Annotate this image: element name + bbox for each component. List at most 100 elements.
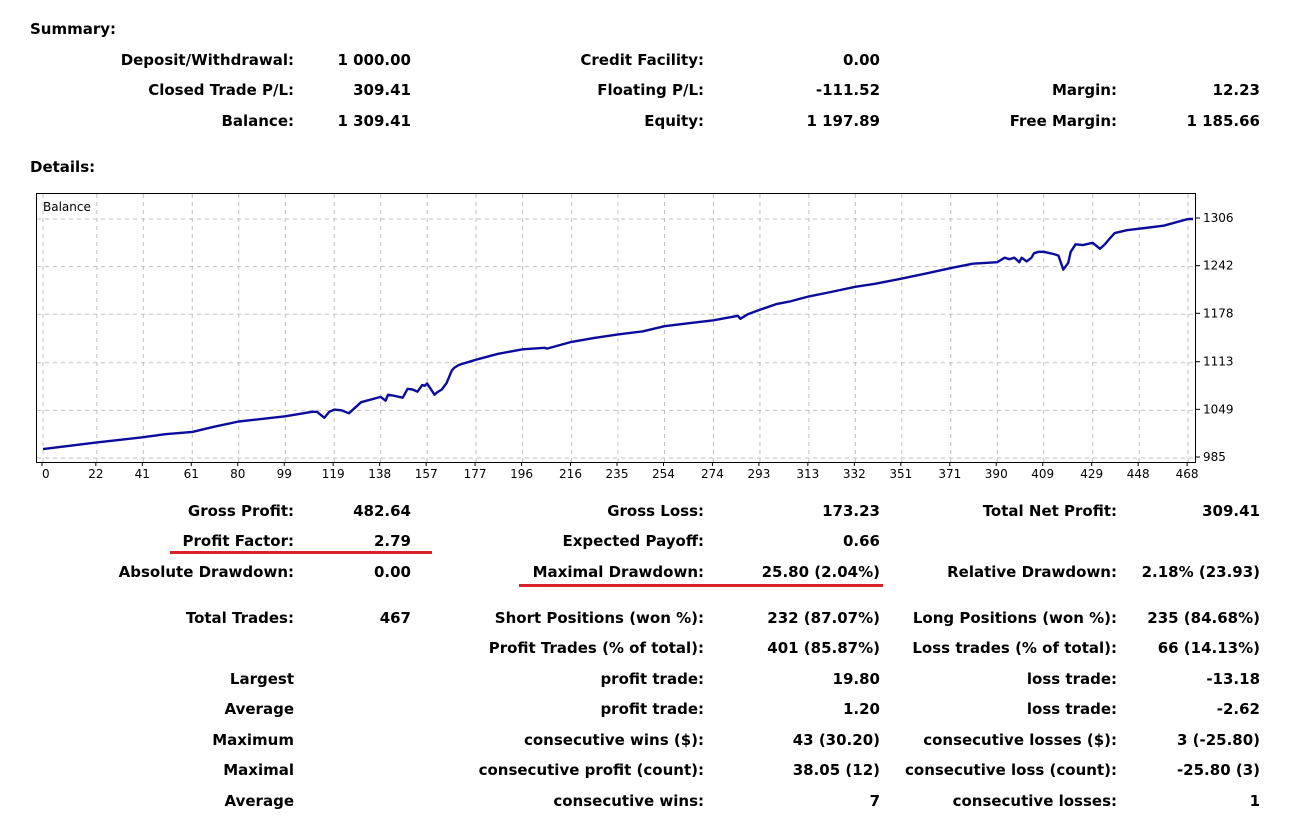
x-axis-tick-label: 332 [843, 467, 866, 481]
maximal-consecutive-profit-value: 38.05 (12) [792, 761, 880, 779]
x-axis-tick-label: 196 [510, 467, 533, 481]
largest-profit-trade-value: 19.80 [832, 670, 880, 688]
max-consecutive-losses-label: consecutive losses ($): [923, 731, 1117, 749]
y-axis-tick-label: 1113 [1203, 355, 1234, 369]
relative-drawdown-label: Relative Drawdown: [947, 563, 1117, 581]
average-consecutive-wins-label: consecutive wins: [553, 792, 704, 810]
y-axis-tick-label: 985 [1203, 450, 1226, 464]
y-axis-tick-label: 1306 [1203, 211, 1234, 225]
expected-payoff-value: 0.66 [842, 532, 880, 550]
profit-factor-underline [170, 551, 432, 554]
gross-loss-label: Gross Loss: [607, 502, 704, 520]
chart-grid [37, 194, 1197, 464]
gross-loss-value: 173.23 [822, 502, 880, 520]
x-axis-tick-label: 235 [606, 467, 629, 481]
free-margin-value: 1 185.66 [1186, 112, 1260, 130]
floating-pl-label: Floating P/L: [597, 81, 704, 99]
floating-pl-value: -111.52 [815, 81, 880, 99]
average-consecutive-losses-label: consecutive losses: [952, 792, 1117, 810]
relative-drawdown-value: 2.18% (23.93) [1141, 563, 1260, 581]
largest-loss-trade-value: -13.18 [1206, 670, 1260, 688]
y-axis-tick-label: 1049 [1203, 402, 1234, 416]
maximal-consecutive-loss-value: -25.80 (3) [1176, 761, 1260, 779]
x-axis-tick-label: 293 [747, 467, 770, 481]
profit-factor-value: 2.79 [373, 532, 411, 550]
absolute-drawdown-label: Absolute Drawdown: [118, 563, 294, 581]
y-axis: 985 1049 1113 1178 1242 1306 [1196, 211, 1234, 464]
x-axis-tick-label: 177 [464, 467, 487, 481]
x-axis-tick-label: 80 [230, 467, 245, 481]
max-consecutive-losses-value: 3 (-25.80) [1176, 731, 1260, 749]
profit-factor-label: Profit Factor: [182, 532, 294, 550]
average-consecutive-losses-value: 1 [1249, 792, 1260, 810]
summary-title: Summary: [30, 20, 117, 38]
x-axis-tick-label: 41 [135, 467, 150, 481]
expected-payoff-label: Expected Payoff: [562, 532, 704, 550]
x-axis-tick-label: 99 [277, 467, 292, 481]
total-trades-label: Total Trades: [185, 609, 294, 627]
x-axis-tick-label: 138 [368, 467, 391, 481]
max-consecutive-wins-label: consecutive wins ($): [523, 731, 704, 749]
equity-label: Equity: [644, 112, 704, 130]
maximal-drawdown-label: Maximal Drawdown: [532, 563, 704, 581]
margin-label: Margin: [1051, 81, 1117, 99]
long-positions-label: Long Positions (won %): [912, 609, 1117, 627]
credit-facility-label: Credit Facility: [580, 51, 704, 69]
average-profit-trade-value: 1.20 [842, 700, 880, 718]
maximal-consecutive-profit-label: consecutive profit (count): [478, 761, 704, 779]
margin-value: 12.23 [1212, 81, 1260, 99]
x-axis-tick-label: 216 [559, 467, 582, 481]
x-axis-tick-label: 429 [1080, 467, 1103, 481]
average-consecutive-label: Average [224, 792, 294, 810]
x-axis-tick-label: 409 [1031, 467, 1054, 481]
total-net-profit-value: 309.41 [1202, 502, 1260, 520]
average-profit-trade-label: profit trade: [600, 700, 704, 718]
total-trades-value: 467 [379, 609, 411, 627]
average-loss-trade-label: loss trade: [1026, 700, 1117, 718]
largest-loss-trade-label: loss trade: [1026, 670, 1117, 688]
x-axis-tick-label: 313 [796, 467, 819, 481]
max-consecutive-wins-value: 43 (30.20) [792, 731, 880, 749]
profit-trades-label: Profit Trades (% of total): [488, 639, 704, 657]
largest-label: Largest [229, 670, 294, 688]
x-axis-tick-label: 22 [88, 467, 103, 481]
maximal-consecutive-loss-label: consecutive loss (count): [905, 761, 1117, 779]
total-net-profit-label: Total Net Profit: [982, 502, 1117, 520]
profit-trades-value: 401 (85.87%) [767, 639, 880, 657]
average-consecutive-wins-value: 7 [869, 792, 880, 810]
average-label: Average [224, 700, 294, 718]
x-axis-tick-label: 254 [652, 467, 675, 481]
x-axis-tick-label: 0 [42, 467, 50, 481]
y-axis-tick-label: 1178 [1203, 306, 1234, 320]
x-axis-tick-label: 157 [415, 467, 438, 481]
x-axis-tick-label: 61 [184, 467, 199, 481]
free-margin-label: Free Margin: [1009, 112, 1117, 130]
balance-series-line [42, 217, 1193, 451]
x-axis-tick-label: 468 [1176, 467, 1199, 481]
average-loss-trade-value: -2.62 [1216, 700, 1260, 718]
maximal-label: Maximal [223, 761, 294, 779]
gross-profit-value: 482.64 [353, 502, 411, 520]
balance-label: Balance: [221, 112, 294, 130]
short-positions-value: 232 (87.07%) [767, 609, 880, 627]
balance-chart-svg: Balance [37, 194, 1197, 464]
largest-profit-trade-label: profit trade: [600, 670, 704, 688]
maximum-label: Maximum [212, 731, 294, 749]
balance-chart: Balance [36, 193, 1197, 464]
maximal-drawdown-value: 25.80 (2.04%) [761, 563, 880, 581]
y-axis-tick-label: 1242 [1203, 259, 1234, 273]
gross-profit-label: Gross Profit: [187, 502, 294, 520]
closed-trade-label: Closed Trade P/L: [148, 81, 294, 99]
deposit-value: 1 000.00 [337, 51, 411, 69]
maximal-drawdown-underline [519, 584, 883, 587]
credit-facility-value: 0.00 [842, 51, 880, 69]
x-axis: 0 22 41 61 80 99 119 138 157 177 196 216 235 254 274 29… [41, 462, 1199, 481]
loss-trades-label: Loss trades (% of total): [912, 639, 1117, 657]
x-axis-tick-label: 371 [938, 467, 961, 481]
equity-value: 1 197.89 [806, 112, 880, 130]
long-positions-value: 235 (84.68%) [1147, 609, 1260, 627]
closed-trade-value: 309.41 [353, 81, 411, 99]
x-axis-tick-label: 274 [701, 467, 724, 481]
loss-trades-value: 66 (14.13%) [1157, 639, 1260, 657]
details-title: Details: [30, 158, 96, 176]
